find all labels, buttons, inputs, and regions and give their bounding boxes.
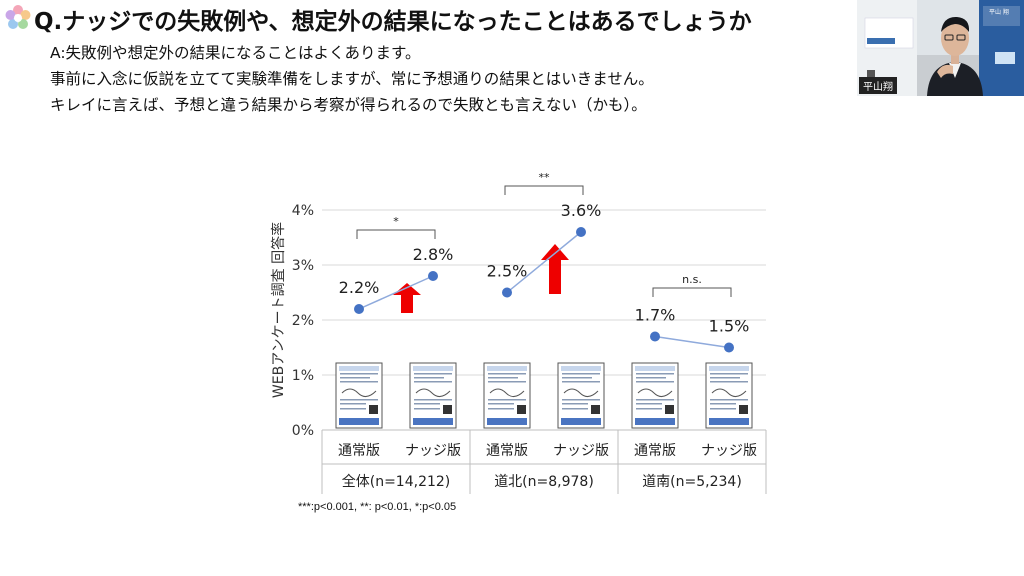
- data-point: [576, 227, 586, 237]
- answer-line: 事前に入念に仮説を立てて実験準備をしますが、常に予想通りの結果とはいきません。: [50, 70, 654, 88]
- y-tick-label: 2%: [292, 313, 314, 329]
- category-label: ナッジ版: [405, 443, 461, 459]
- answer-line: キレイに言えば、予想と違う結果から考察が得られるので失敗とも言えない（かも）。: [50, 96, 647, 114]
- series-line: [358, 275, 434, 310]
- speaker-name-label: 平山翔: [859, 77, 897, 94]
- category-label: ナッジ版: [701, 443, 757, 459]
- data-label: 3.6%: [561, 201, 602, 220]
- flyer-thumbnail: [409, 362, 457, 429]
- data-point: [650, 331, 660, 342]
- data-point: [428, 271, 438, 281]
- data-label: 2.5%: [487, 262, 528, 281]
- data-point: [724, 342, 734, 353]
- category-label: ナッジ版: [553, 443, 609, 459]
- speaker-video: 平山翔 平山 翔: [857, 0, 1024, 96]
- flyer-thumbnail: [483, 362, 531, 429]
- speaker-name-badge: 平山 翔: [989, 9, 1009, 16]
- significance-mark: *: [393, 215, 399, 228]
- significance-mark: **: [539, 171, 551, 184]
- series-line: [506, 231, 582, 294]
- data-label: 2.8%: [413, 245, 454, 264]
- significance-bracket: [652, 287, 732, 297]
- category-label: 通常版: [338, 443, 380, 459]
- y-tick-label: 0%: [292, 423, 314, 439]
- significance-bracket: [504, 185, 584, 195]
- slide-title: Q.ナッジでの失敗例や、想定外の結果になったことはあるでしょうか: [34, 9, 752, 35]
- category-label: 通常版: [486, 443, 528, 459]
- data-label: 2.2%: [339, 278, 380, 297]
- y-axis-label: WEBアンケート調査 回答率: [270, 222, 287, 398]
- data-point: [354, 304, 364, 314]
- y-tick-label: 3%: [292, 258, 314, 274]
- data-point: [502, 287, 512, 298]
- answer-line: A:失敗例や想定外の結果になることはよくあります。: [50, 44, 421, 62]
- y-tick-label: 1%: [292, 368, 314, 384]
- group-label: 道北(n=8,978): [494, 474, 594, 490]
- increase-arrow-icon: [541, 244, 569, 294]
- flyer-thumbnail: [335, 362, 383, 429]
- group-label: 道南(n=5,234): [642, 474, 742, 490]
- flyer-thumbnail: [705, 362, 753, 429]
- data-label: 1.7%: [635, 306, 676, 325]
- flower-logo-icon: [5, 5, 31, 29]
- answer-text: A:失敗例や想定外の結果になることはよくあります。 事前に入念に仮説を立てて実験…: [50, 40, 654, 118]
- significance-bracket: [356, 229, 436, 239]
- series-line: [654, 335, 730, 349]
- significance-mark: n.s.: [682, 273, 702, 286]
- y-tick-label: 4%: [292, 203, 314, 219]
- category-label: 通常版: [634, 443, 676, 459]
- significance-footnote: ***:p<0.001, **: p<0.01, *:p<0.05: [298, 501, 457, 513]
- flyer-thumbnail: [631, 362, 679, 429]
- data-label: 1.5%: [709, 317, 750, 336]
- flyer-thumbnail: [557, 362, 605, 429]
- group-label: 全体(n=14,212): [342, 473, 451, 490]
